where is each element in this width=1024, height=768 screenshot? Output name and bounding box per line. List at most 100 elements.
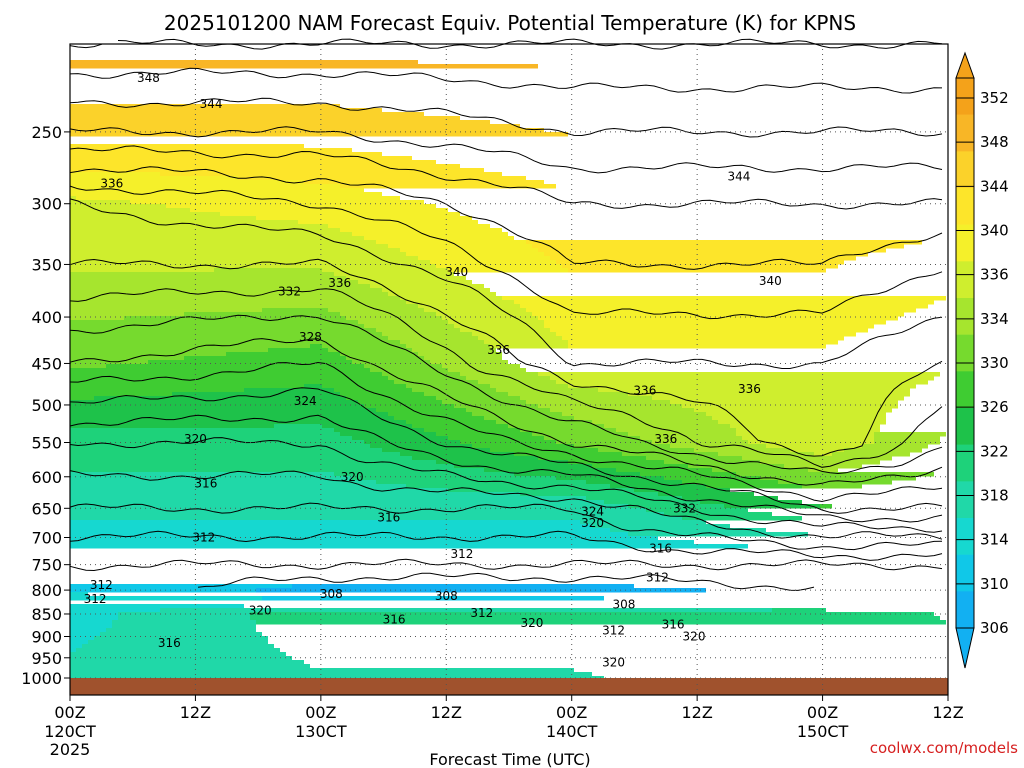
field-cell <box>388 412 472 417</box>
field-cell <box>70 376 388 381</box>
field-cell <box>70 500 604 505</box>
field-cell <box>70 456 412 461</box>
field-cell <box>70 420 406 425</box>
field-cell <box>70 348 268 353</box>
field-cell <box>70 200 130 205</box>
colorbar-label: 344 <box>980 177 1009 195</box>
field-cell <box>640 472 736 477</box>
x-tick-time: 12Z <box>681 703 712 722</box>
field-cell <box>640 436 742 441</box>
field-cell <box>550 328 868 333</box>
field-cell <box>70 472 334 477</box>
field-cell <box>70 296 400 301</box>
field-cell <box>370 284 484 289</box>
field-cell <box>664 460 760 465</box>
field-cell <box>76 196 400 201</box>
contour-label: 312 <box>602 623 625 637</box>
field-cell <box>118 612 250 617</box>
field-cell <box>70 524 592 529</box>
field-cell <box>352 360 430 365</box>
field-cell <box>70 256 418 261</box>
field-cell <box>382 288 490 293</box>
field-cell <box>532 244 904 249</box>
field-cell <box>70 608 160 613</box>
field-cell <box>250 616 940 621</box>
field-cell <box>70 180 304 185</box>
field-cell <box>490 344 568 349</box>
field-cell <box>328 308 424 313</box>
field-cell <box>304 180 544 185</box>
field-cell <box>70 344 310 349</box>
x-tick-time: 00Z <box>305 703 336 722</box>
x-tick-date: 150CT <box>797 722 849 741</box>
field-cell <box>184 356 346 361</box>
field-cell <box>70 124 520 129</box>
contour-label: 316 <box>377 510 400 524</box>
y-tick-label: 950 <box>31 649 62 668</box>
field-cell <box>730 424 880 429</box>
field-cell <box>88 640 268 645</box>
isotherm-338 <box>69 185 943 320</box>
field-cell <box>568 384 916 389</box>
field-cell <box>70 496 586 501</box>
field-cell <box>70 408 376 413</box>
field-cell <box>520 428 616 433</box>
contour-lines <box>69 38 943 591</box>
field-cell <box>400 248 538 253</box>
colorbar-swatch <box>956 78 974 115</box>
field-cell <box>862 444 928 449</box>
field-cell <box>514 452 622 457</box>
field-cell <box>274 424 322 429</box>
field-cell <box>568 268 826 273</box>
field-cell <box>70 268 214 273</box>
field-cell <box>70 672 592 677</box>
field-cell <box>448 320 544 325</box>
field-cell <box>70 368 370 373</box>
colorbar-bottom-arrow <box>955 627 975 669</box>
x-tick-time: 00Z <box>556 703 587 722</box>
field-cell <box>70 508 646 513</box>
field-cell <box>448 488 634 493</box>
contour-label: 340 <box>759 274 782 288</box>
field-cell <box>664 476 760 481</box>
field-cell <box>70 108 382 113</box>
contour-label: 344 <box>200 97 223 111</box>
field-cell <box>250 612 934 617</box>
field-cell <box>70 144 304 149</box>
field-cell <box>376 480 586 485</box>
field-cell <box>790 448 844 453</box>
field-cell <box>376 328 460 333</box>
field-cell <box>70 156 412 161</box>
contour-label: 336 <box>100 177 123 191</box>
field-cell <box>70 468 484 473</box>
colorbar-swatch <box>956 591 974 629</box>
field-cell <box>226 352 340 357</box>
contour-label: 316 <box>649 542 672 556</box>
y-tick-label: 650 <box>31 499 62 518</box>
field-cell <box>622 452 718 457</box>
field-cell <box>70 212 220 217</box>
y-tick-label: 1000 <box>21 669 62 688</box>
contour-label: 324 <box>294 394 317 408</box>
field-cell <box>460 372 538 377</box>
x-axis-label: Forecast Time (UTC) <box>429 750 590 768</box>
field-cell <box>832 452 910 457</box>
field-cell <box>370 444 472 449</box>
pressure-axis: 250 300 350 400 450 500 550 600 650 700 750 800 850 9… <box>21 123 70 688</box>
field-cell <box>418 352 502 357</box>
field-cell <box>670 444 766 449</box>
field-cell <box>448 268 568 273</box>
credit-text: coolwx.com/models <box>870 739 1018 757</box>
colorbar-swatch <box>956 408 974 445</box>
field-cell <box>70 660 304 665</box>
x-tick-time: 12Z <box>932 703 963 722</box>
x-tick-time: 12Z <box>431 703 462 722</box>
field-cell <box>328 348 412 353</box>
field-cell <box>670 400 898 405</box>
isotherm-326 <box>69 361 943 503</box>
colorbar-label: 348 <box>980 133 1009 151</box>
isotherm-334 <box>69 258 943 457</box>
colorbar-swatch <box>956 334 974 372</box>
field-cell <box>388 376 466 381</box>
